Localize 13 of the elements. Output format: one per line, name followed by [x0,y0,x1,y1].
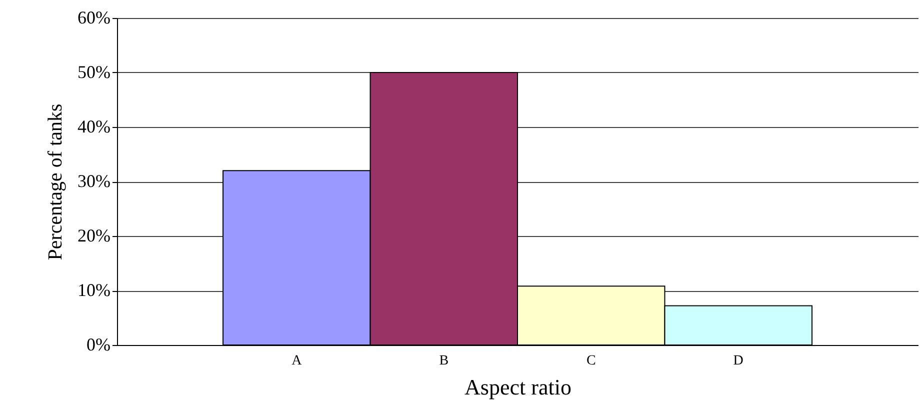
y-tick-label: 0% [86,334,110,354]
y-tick-label: 50% [78,62,110,82]
y-tick-label: 60% [78,8,110,28]
y-tick-label: 10% [78,280,110,300]
y-tick-label: 40% [78,116,110,136]
x-tick-label: A [292,354,303,368]
y-tick-label: 30% [78,171,110,191]
x-axis-title: Aspect ratio [464,374,572,400]
y-tick-label: 20% [78,226,110,246]
x-tick-label: D [733,354,744,368]
x-tick-label: B [439,354,449,368]
x-tick-label: C [586,354,596,368]
y-axis-title: Percentage of tanks [44,103,67,260]
